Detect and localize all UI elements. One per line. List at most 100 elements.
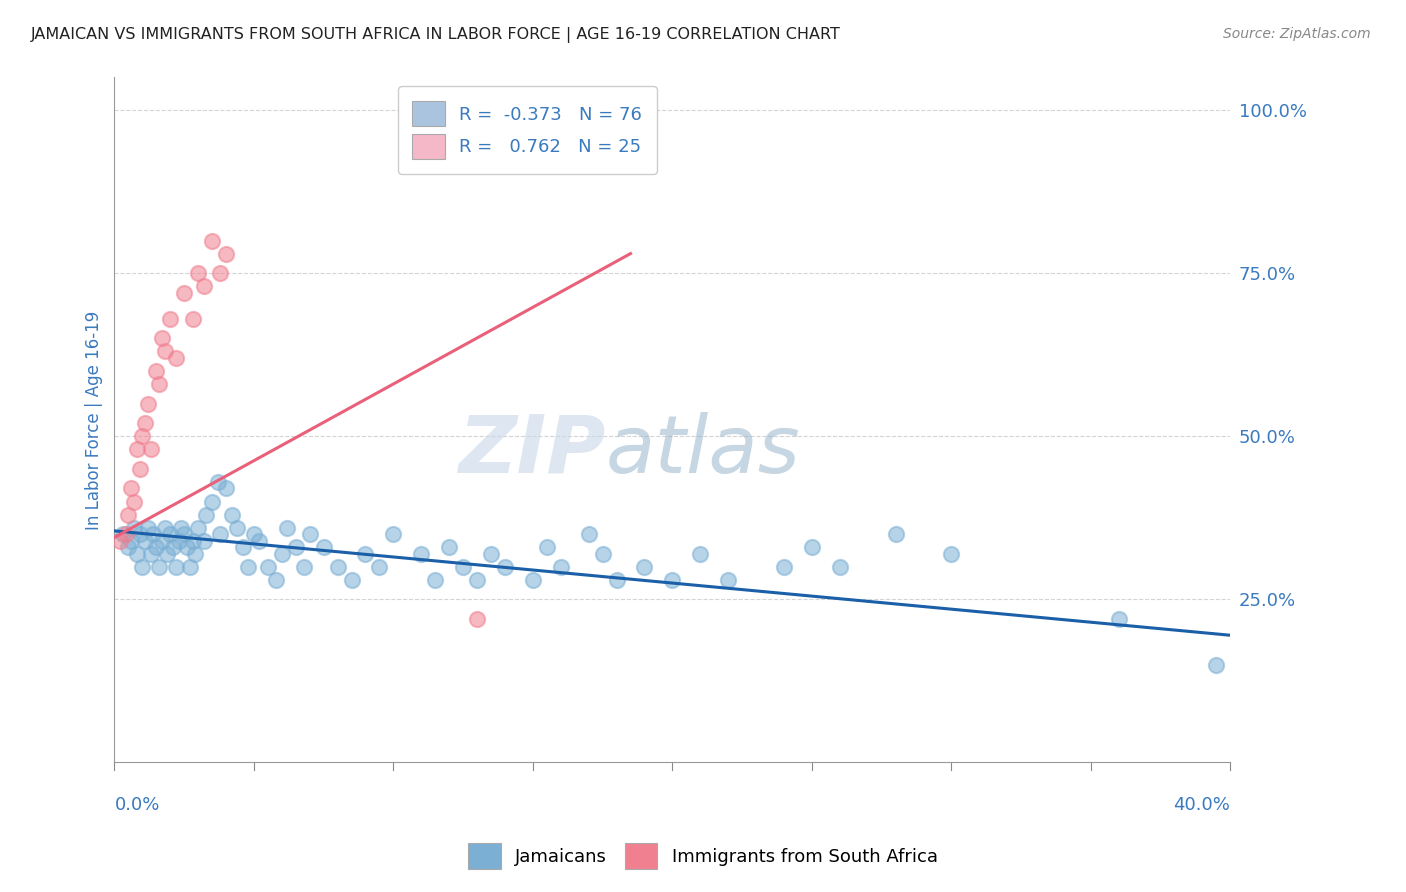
Point [264,573,287,587]
Point [156,547,179,561]
Point [128,527,150,541]
Text: ZIP: ZIP [458,412,606,490]
Point [494,559,516,574]
Point [162,540,184,554]
Point [773,559,796,574]
Point [117,540,139,554]
Point [145,540,167,554]
Point [111,527,134,541]
Point [173,285,195,300]
Point [150,533,173,548]
Point [165,559,187,574]
Text: atlas: atlas [606,412,800,490]
Point [120,482,142,496]
Legend: Jamaicans, Immigrants from South Africa: Jamaicans, Immigrants from South Africa [461,836,945,876]
Point [114,527,136,541]
Point [125,547,148,561]
Point [195,508,218,522]
Point [536,540,558,554]
Point [108,533,131,548]
Point [187,266,209,280]
Point [437,540,460,554]
Point [187,520,209,534]
Point [131,559,153,574]
Point [179,559,201,574]
Point [592,547,614,561]
Point [340,573,363,587]
Point [209,266,232,280]
Point [145,364,167,378]
Point [139,442,162,457]
Point [209,527,232,541]
Point [117,508,139,522]
Point [941,547,963,561]
Point [479,547,502,561]
Point [122,520,145,534]
Point [153,520,176,534]
Point [243,527,266,541]
Point [522,573,544,587]
Point [465,612,488,626]
Text: Source: ZipAtlas.com: Source: ZipAtlas.com [1223,27,1371,41]
Point [125,442,148,457]
Point [276,520,298,534]
Text: 0.0%: 0.0% [114,797,160,814]
Text: 40.0%: 40.0% [1174,797,1230,814]
Point [170,520,193,534]
Text: JAMAICAN VS IMMIGRANTS FROM SOUTH AFRICA IN LABOR FORCE | AGE 16-19 CORRELATION : JAMAICAN VS IMMIGRANTS FROM SOUTH AFRICA… [31,27,841,43]
Point [312,540,335,554]
Point [465,573,488,587]
Point [134,533,156,548]
Point [167,533,190,548]
Point [1205,657,1227,672]
Point [451,559,474,574]
Point [1108,612,1130,626]
Point [717,573,740,587]
Point [139,547,162,561]
Point [150,331,173,345]
Point [184,547,207,561]
Point [136,520,159,534]
Point [800,540,823,554]
Point [232,540,254,554]
Point [606,573,628,587]
Point [131,429,153,443]
Point [578,527,600,541]
Point [226,520,249,534]
Point [136,397,159,411]
Point [148,377,170,392]
Point [425,573,447,587]
Point [173,527,195,541]
Point [207,475,229,489]
Point [215,246,238,260]
Point [181,533,204,548]
Point [148,559,170,574]
Point [128,462,150,476]
Point [159,527,181,541]
Point [382,527,405,541]
Point [689,547,711,561]
Point [142,527,165,541]
Point [193,533,215,548]
Point [270,547,292,561]
Point [828,559,851,574]
Point [292,559,315,574]
Point [354,547,377,561]
Point [284,540,307,554]
Point [326,559,349,574]
Point [181,311,204,326]
Point [221,508,243,522]
Point [257,559,280,574]
Point [201,494,224,508]
Point [165,351,187,365]
Point [661,573,683,587]
Point [633,559,655,574]
Point [201,234,224,248]
Y-axis label: In Labor Force | Age 16-19: In Labor Force | Age 16-19 [86,310,103,530]
Point [215,482,238,496]
Point [298,527,321,541]
Legend: R =  -0.373   N = 76, R =   0.762   N = 25: R = -0.373 N = 76, R = 0.762 N = 25 [398,87,657,174]
Point [884,527,907,541]
Point [550,559,572,574]
Point [120,533,142,548]
